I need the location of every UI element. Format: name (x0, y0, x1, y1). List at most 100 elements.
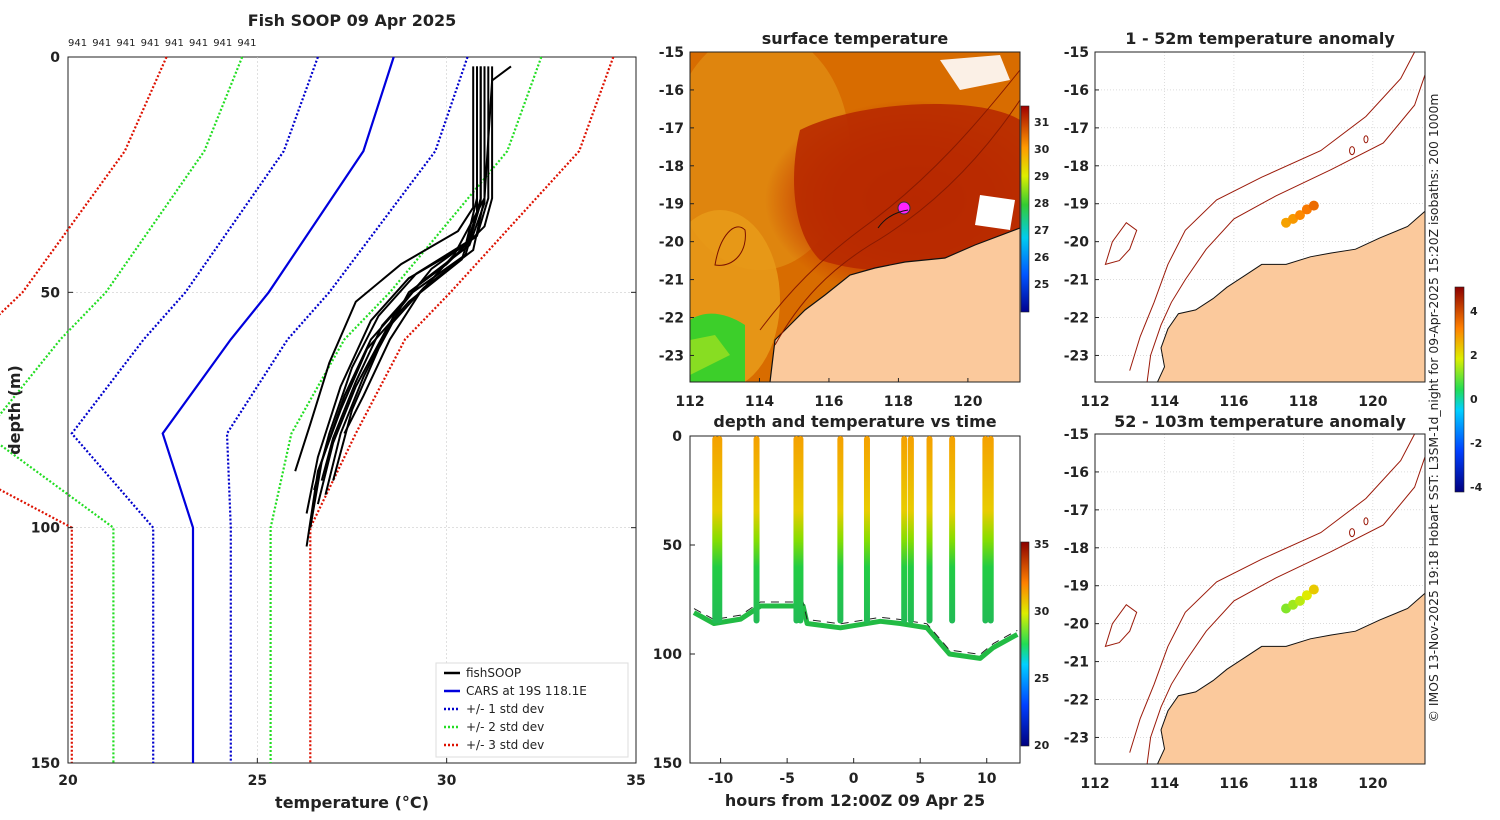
lat-tick-label: -23 (659, 348, 684, 364)
sst-colorbar-label: 30 (1034, 143, 1050, 156)
lon-tick-label: 116 (1219, 394, 1248, 410)
lon-tick-label: 118 (1289, 394, 1318, 410)
depth-time-plot (692, 436, 1019, 661)
x-tick-label: -10 (708, 771, 734, 787)
y-tick-label: 50 (663, 538, 683, 554)
lat-tick-label: -18 (659, 159, 684, 175)
count-label: 941 (213, 38, 232, 49)
lat-tick-label: -23 (1064, 348, 1089, 364)
lon-tick-label: 116 (814, 394, 843, 410)
sst-colorbar-label: 25 (1034, 278, 1049, 291)
legend-label: +/- 3 std dev (466, 738, 544, 752)
lat-tick-label: -17 (1064, 121, 1089, 137)
bottom-depth-track (692, 603, 1019, 661)
lat-tick-label: -18 (1064, 541, 1089, 557)
legend-label: +/- 2 std dev (466, 720, 544, 734)
x-tick-label: 20 (58, 773, 78, 789)
cast-column (863, 436, 870, 624)
lon-tick-label: 120 (953, 394, 982, 410)
sst-colorbar-label: 31 (1034, 116, 1049, 129)
y-tick-label: 0 (50, 50, 60, 66)
cars-std2-line (0, 56, 244, 763)
anomaly-lower-title: 52 - 103m temperature anomaly (1114, 412, 1406, 431)
cloud-mask-1 (940, 55, 1010, 90)
anomaly-point (1308, 584, 1319, 595)
lat-tick-label: -20 (1064, 235, 1090, 251)
cars-mean-line (161, 56, 395, 763)
cars-std1-line (225, 56, 469, 763)
x-tick-label: 35 (626, 773, 645, 789)
cast-column (753, 436, 760, 624)
lat-tick-label: -17 (1064, 503, 1089, 519)
profile-grid (68, 57, 636, 763)
cars-std2-line (269, 56, 543, 763)
reef-contour (1363, 135, 1369, 144)
lat-tick-label: -22 (659, 311, 684, 327)
x-tick-label: 10 (977, 771, 997, 787)
lat-tick-label: -21 (659, 273, 684, 289)
x-tick-label: 30 (437, 773, 457, 789)
isobath-1000m (1129, 433, 1416, 753)
lon-tick-label: 114 (1150, 394, 1179, 410)
anomaly-colorbar-label: 4 (1470, 305, 1478, 318)
anomaly-map-axes (1094, 433, 1426, 765)
sst-image (690, 52, 1020, 382)
cast-column (926, 436, 933, 624)
depth-time-colorbar (1020, 541, 1030, 747)
sst-colorbar-ticks: 31 30 29 28 27 26 25 (1034, 116, 1050, 291)
fishsoop-profile (343, 65, 512, 434)
lat-tick-label: -16 (1064, 83, 1089, 99)
sst-colorbar (1020, 105, 1030, 313)
fishsoop-profile (313, 66, 482, 491)
depth-time-colorbar-label: 30 (1034, 605, 1050, 618)
lon-tick-label: 116 (1219, 776, 1248, 792)
credit-text: © IMOS 13-Nov-2025 19:18 Hobart SST: L3S… (1426, 94, 1441, 723)
cast-column (949, 436, 956, 624)
anomaly-colorbar-label: 0 (1470, 393, 1478, 406)
anomaly-point (1308, 200, 1319, 211)
bottom-reference-line (693, 601, 1018, 655)
lon-tick-label: 118 (884, 394, 913, 410)
x-tick-label: -5 (779, 771, 795, 787)
lon-tick-label: 118 (1289, 776, 1318, 792)
cast-column (716, 436, 723, 624)
lat-tick-label: -18 (1064, 159, 1089, 175)
lat-tick-label: -19 (1064, 197, 1089, 213)
sst-island (714, 226, 746, 266)
cast-column (837, 436, 844, 624)
reef-contour (1349, 528, 1356, 538)
depth-time-xlabel: hours from 12:00Z 09 Apr 25 (725, 791, 985, 810)
lat-tick-label: -21 (1064, 273, 1089, 289)
anomaly-colorbar-label: -2 (1470, 437, 1482, 450)
lat-tick-label: -19 (1064, 579, 1089, 595)
count-label: 941 (237, 38, 256, 49)
sst-colorbar-label: 27 (1034, 224, 1049, 237)
sst-ticks: -15 -16 -17 -18 -19 -20 -21 -22 -23 112 114 116 118 1… (659, 45, 983, 410)
profile-ylabel: depth (m) (5, 365, 24, 455)
lon-tick-label: 112 (1080, 776, 1109, 792)
y-tick-label: 50 (41, 285, 61, 301)
lat-tick-label: -15 (1064, 45, 1089, 61)
isobath-200m (1146, 456, 1426, 765)
lon-tick-label: 114 (745, 394, 774, 410)
cast-column (982, 436, 989, 624)
lon-tick-label: 120 (1358, 776, 1387, 792)
lon-tick-label: 112 (1080, 394, 1109, 410)
lat-tick-label: -23 (1064, 730, 1089, 746)
lon-tick-label: 120 (1358, 394, 1387, 410)
lat-tick-label: -15 (1064, 427, 1089, 443)
depth-time-panel: depth and temperature vs time -10 -5 0 5 100… (653, 412, 1050, 810)
anomaly-point (1301, 590, 1312, 601)
lat-tick-label: -19 (659, 197, 684, 213)
x-tick-label: 25 (248, 773, 267, 789)
profile-lines (0, 56, 615, 763)
reef-contour (1349, 146, 1356, 156)
count-label: 941 (116, 38, 135, 49)
cloud-mask-2 (975, 195, 1015, 230)
sst-colorbar-label: 29 (1034, 170, 1049, 183)
sst-track (877, 209, 909, 229)
profile-axes (67, 56, 637, 764)
count-label: 941 (165, 38, 184, 49)
